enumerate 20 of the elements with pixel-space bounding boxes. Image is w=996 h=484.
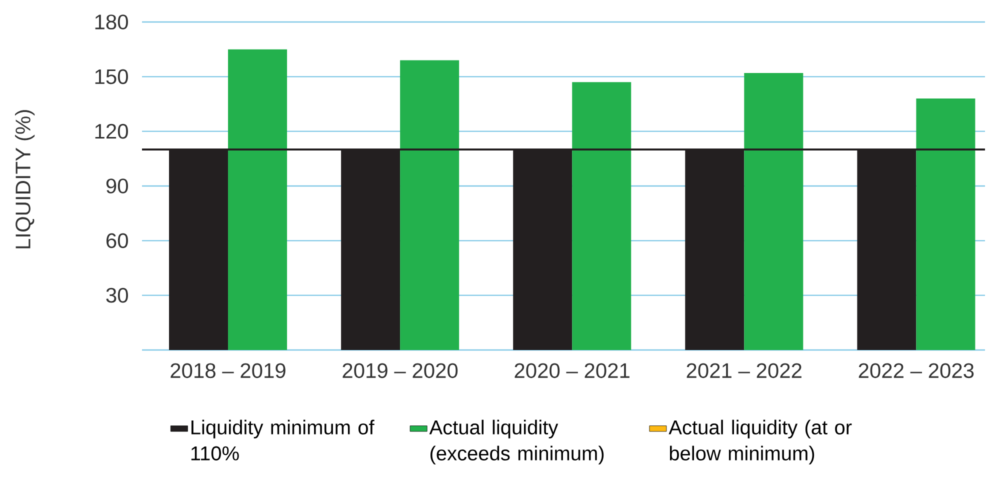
y-axis-title: LIQUIDITY (%)	[15, 110, 35, 248]
y-tick-label: 180	[95, 14, 128, 30]
x-tick-label: 2022 – 2023	[858, 363, 974, 378]
y-tick-label: 150	[95, 69, 128, 84]
x-tick-label: 2021 – 2022	[686, 363, 802, 378]
x-tick-label: 2019 – 2020	[342, 363, 458, 378]
x-tick-label: 2018 – 2019	[170, 363, 286, 378]
bar	[400, 60, 460, 350]
legend-label: Actual liquidity (exceeds minimum)	[429, 420, 604, 464]
x-tick-label: 2020 – 2021	[514, 363, 630, 378]
y-tick-label: 90	[106, 178, 128, 194]
bar	[744, 73, 804, 350]
y-tick-label: 120	[95, 124, 128, 139]
bar	[228, 49, 288, 350]
y-tick-label: 60	[106, 233, 128, 248]
legend-label: Actual liquidity (at or below minimum)	[668, 420, 852, 464]
legend-label: Liquidity minimum of 110%	[191, 420, 374, 460]
bar	[572, 82, 632, 350]
bar	[916, 98, 976, 350]
y-tick-label: 30	[106, 288, 128, 303]
